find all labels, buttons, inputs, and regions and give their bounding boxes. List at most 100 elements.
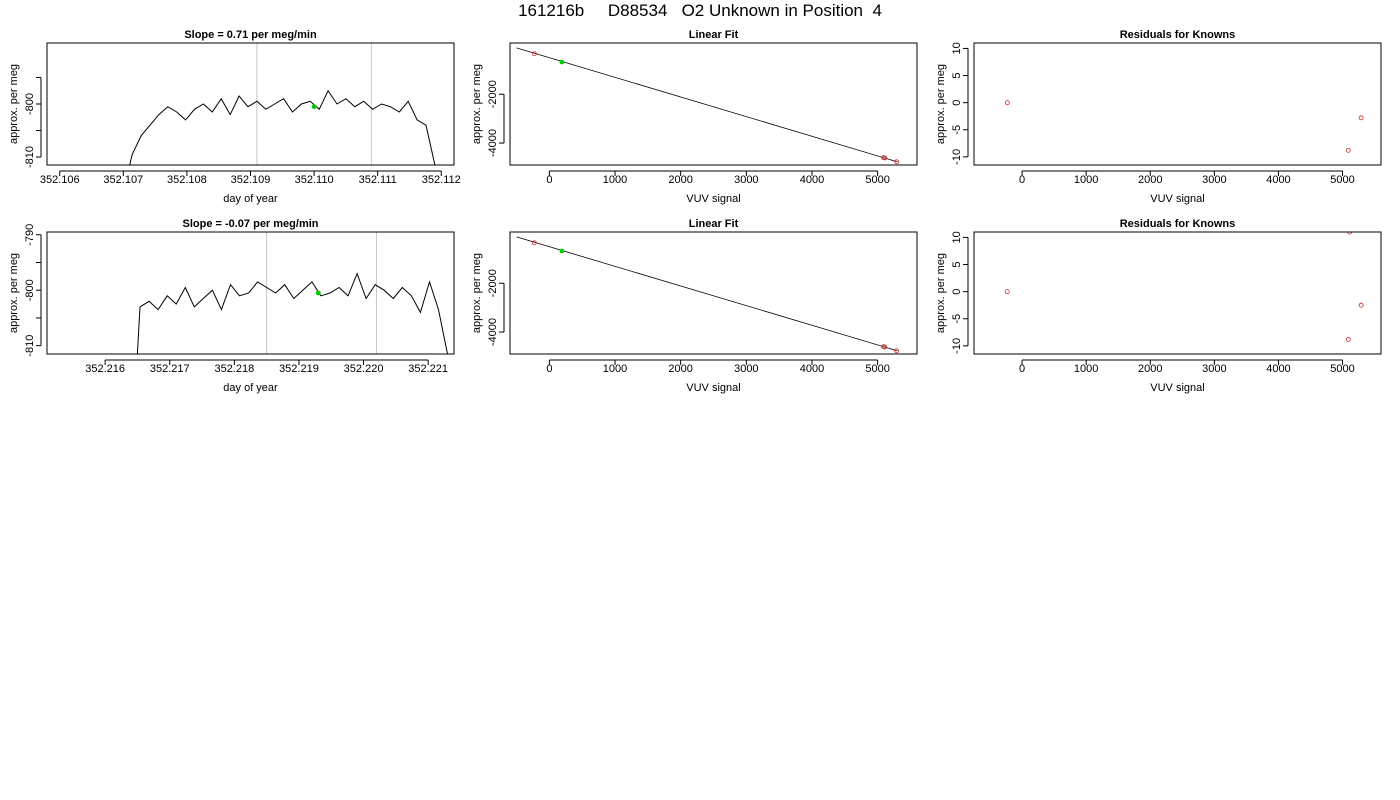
x-tick-label: 5000 [1330,174,1354,186]
series-trace [129,89,436,165]
y-tick-label: -790 [24,224,36,246]
x-tick-label: 4000 [800,363,824,375]
fit-line [516,236,898,352]
y-tick-label: -5 [951,314,963,324]
x-tick-label: 3000 [1202,174,1226,186]
x-axis-title: VUV signal [686,382,740,394]
chart-panel-fit2: Linear Fit 0 1000 2000 3000 4000 5000 VUV signa… [471,218,918,394]
y-axis-title: approx. per meg [935,253,947,333]
y-tick-label: 10 [951,42,963,54]
chart-panel-res2: Residuals for Knowns 0 1000 2000 3000 4000 500… [935,218,1382,394]
y-tick-label: -810 [24,335,36,357]
known-point [1358,115,1364,121]
x-tick-label: 352.216 [85,363,125,375]
x-tick-label: 352.218 [214,363,254,375]
y-tick-label: -2000 [487,269,499,297]
y-axis: -4000 -2000 approx. per meg [471,64,505,157]
known-point [1347,232,1352,235]
y-axis-title: approx. per meg [8,64,20,144]
x-tick-label: 0 [1019,174,1025,186]
y-tick-label: 10 [951,231,963,243]
x-axis: 0 1000 2000 3000 4000 5000 VUV signal [546,359,890,394]
x-tick-label: 352.107 [103,174,143,186]
page-title: 161216b D88534 O2 Unknown in Position 4 [518,1,882,20]
x-tick-label: 1000 [603,174,627,186]
x-tick-label: 2000 [1138,363,1162,375]
x-tick-label: 352.111 [359,174,397,186]
x-tick-label: 352.220 [344,363,384,375]
x-axis-title: VUV signal [686,193,740,205]
y-tick-label: -800 [24,93,36,115]
x-axis-title: VUV signal [1150,382,1204,394]
y-tick-label: -5 [951,125,963,135]
plot-frame [973,42,1382,166]
y-tick-label: -4000 [487,318,499,346]
x-tick-label: 3000 [734,363,758,375]
known-point [882,155,888,161]
chart-title: Linear Fit [689,218,739,230]
x-tick-label: 352.221 [408,363,448,375]
known-point [1345,147,1351,153]
known-point [1004,100,1010,106]
plot-frame [46,42,455,166]
y-axis: -10 -5 0 5 10 approx. per meg [935,231,969,354]
x-tick-label: 352.110 [295,174,334,186]
y-tick-label: -800 [24,279,36,301]
plot-frame [46,231,455,355]
y-tick-label: 0 [951,100,963,106]
known-point [1004,289,1010,295]
unknown-point [311,104,317,110]
y-tick-label: -810 [24,146,36,168]
x-tick-label: 3000 [1202,363,1226,375]
known-point [894,348,900,354]
y-tick-label: 5 [951,72,963,78]
x-tick-label: 4000 [1266,174,1290,186]
y-axis-title: approx. per meg [471,253,483,333]
x-tick-label: 2000 [1138,174,1162,186]
x-tick-label: 5000 [865,363,889,375]
plot-frame [973,231,1382,355]
plot-frame [509,42,918,166]
y-tick-label: 0 [951,289,963,295]
x-axis-title: day of year [223,193,278,205]
y-axis: -810 -800 approx. per meg [8,64,42,168]
series-trace [136,272,448,354]
x-axis: 0 1000 2000 3000 4000 5000 VUV signal [546,170,890,205]
x-axis: 352.216 352.217 352.218 352.219 352.220 352.2… [85,359,448,394]
y-tick-label: -2000 [487,80,499,108]
x-axis: 0 1000 2000 3000 4000 5000 VUV signal [1019,170,1355,205]
chart-panel-ts2: Slope = -0.07 per meg/min 352.216 352.217 3… [8,218,455,394]
known-point [882,344,888,350]
y-axis-title: approx. per meg [935,64,947,144]
x-tick-label: 4000 [1266,363,1290,375]
known-point [531,51,537,57]
y-tick-label: -4000 [487,129,499,157]
x-tick-label: 352.217 [150,363,190,375]
x-tick-label: 2000 [668,174,692,186]
y-axis: -810 -800 -790 approx. per meg [8,224,42,357]
known-point [894,159,900,165]
x-tick-label: 352.112 [422,174,461,186]
x-tick-label: 1000 [1074,174,1098,186]
x-axis-title: VUV signal [1150,193,1204,205]
chart-title: Slope = -0.07 per meg/min [182,218,318,230]
x-tick-label: 3000 [734,174,758,186]
y-axis: -10 -5 0 5 10 approx. per meg [935,42,969,165]
y-axis-title: approx. per meg [471,64,483,144]
known-point [1358,302,1364,308]
x-tick-label: 5000 [1330,363,1354,375]
x-tick-label: 0 [546,174,552,186]
chart-title: Residuals for Knowns [1120,218,1236,230]
x-tick-label: 1000 [603,363,627,375]
x-tick-label: 1000 [1074,363,1098,375]
known-point [531,240,537,246]
y-tick-label: -10 [951,338,963,354]
unknown-point [559,59,565,65]
y-tick-label: 5 [951,261,963,267]
chart-title: Slope = 0.71 per meg/min [184,29,317,41]
x-tick-label: 5000 [865,174,889,186]
unknown-point [315,290,321,296]
